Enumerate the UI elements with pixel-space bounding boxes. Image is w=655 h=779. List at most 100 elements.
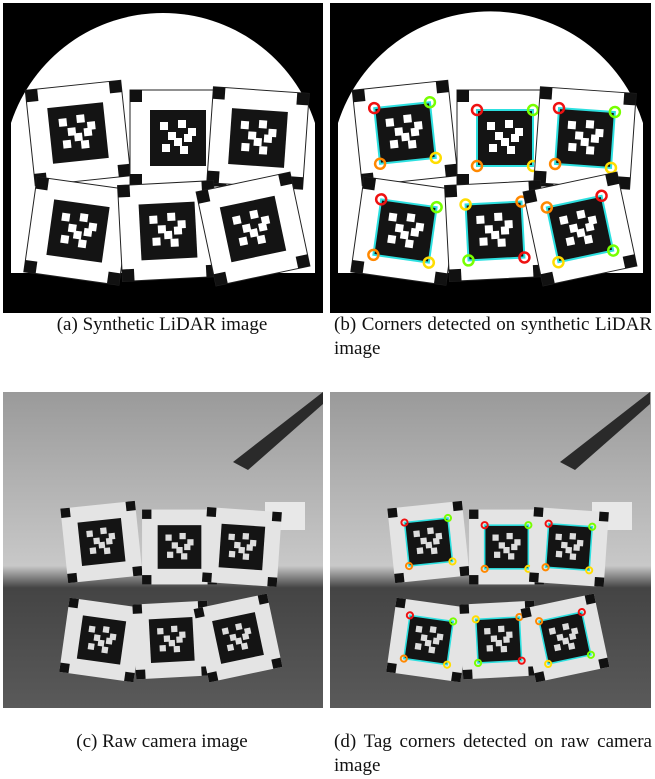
tag-bit [586,120,595,129]
caption: (a) Synthetic LiDAR image [3,313,321,337]
tag-bit [232,215,241,224]
tag-bit [498,626,505,633]
tag-bit [180,533,186,539]
tag-bit [169,640,176,647]
tag-bit [570,553,577,560]
corner-square [459,566,469,576]
corner-square [132,604,142,614]
tag-bit [565,547,572,554]
tag-bit [584,235,593,244]
tag-bit [152,237,160,245]
lidar-image [3,3,323,313]
tag-bit [430,626,437,633]
tag-bit [63,140,72,149]
tag-bit [503,547,509,553]
corner-square [296,254,310,268]
tag-bit [241,143,250,152]
tag-bit [595,129,604,138]
tag-bit [476,216,484,224]
caption-label: (d) [334,731,356,752]
tag-bit [427,527,434,534]
corner-square [258,594,269,605]
tag-bit [157,628,164,635]
corner-square [130,90,142,102]
tag-bit [486,645,493,652]
tag-bit [79,213,88,222]
tag-bit [507,533,513,539]
tag-bit [568,121,577,130]
caption-label: (b) [334,314,356,335]
tag-bit [428,646,435,653]
tag-bit [431,547,438,554]
corner-square [445,164,458,177]
corner-square [436,80,449,93]
tag-bit [235,637,242,644]
tag-board [529,507,609,587]
tag-bit [81,140,90,149]
tag-bit [506,631,513,638]
tag-bit [501,138,509,146]
corner-square [194,607,205,618]
tag-bit [164,231,172,239]
tag-bit [171,626,178,633]
corner-square [534,507,544,517]
tag-bit [98,542,105,549]
corner-square [118,185,131,198]
tag-bit [249,210,258,219]
tag-bit [160,122,168,130]
tag-bit [487,122,495,130]
tag-bit [507,146,515,154]
tag-bit [425,542,432,549]
corner-square [122,269,135,282]
corner-square [394,573,404,583]
tag-bit [187,539,193,545]
tag-bit [229,551,236,558]
tag-bit [242,533,249,540]
corner-square [434,272,448,286]
tag-bit [235,623,242,630]
tag-bit [174,138,182,146]
corner-square [68,598,79,609]
tag-bit [167,213,175,221]
corner-square [35,177,49,191]
page: (a) Synthetic LiDAR image (b) Corners de… [0,0,655,779]
tag-bit [261,215,270,224]
corner-square [126,501,136,511]
corner-square [296,93,309,106]
caption-text: Raw camera image [102,731,248,752]
corner-square [25,89,38,102]
tag-bit [61,213,70,222]
tag-bit [108,533,115,540]
tag-bit [549,627,556,634]
corner-square [118,164,131,177]
tag-bit [414,121,423,130]
tag [546,524,593,571]
corner-square [457,90,469,102]
corner-square [271,658,282,669]
tag-bit [400,230,409,239]
tag [228,108,288,168]
tag-bit [413,530,420,537]
corner-square [453,501,463,511]
corner-square [136,670,146,680]
tag-bit [253,138,262,147]
corner-square [278,172,292,186]
corner-square [107,272,121,286]
corner-square [540,87,553,100]
tag-bit [100,527,107,534]
corner-square [598,658,609,669]
tag-bit [104,547,111,554]
corner-square [395,598,406,609]
tag-board [202,507,282,587]
tag-bit [241,642,248,649]
tag-board [60,501,142,583]
tag-bit [177,220,185,228]
corner-square [623,254,637,268]
tag-bit [435,533,442,540]
corner-square [449,269,462,282]
tag-bit [259,146,268,155]
corner-square [67,573,77,583]
tag-bit [494,213,502,221]
tag [374,102,436,164]
tag-bit [101,646,108,653]
